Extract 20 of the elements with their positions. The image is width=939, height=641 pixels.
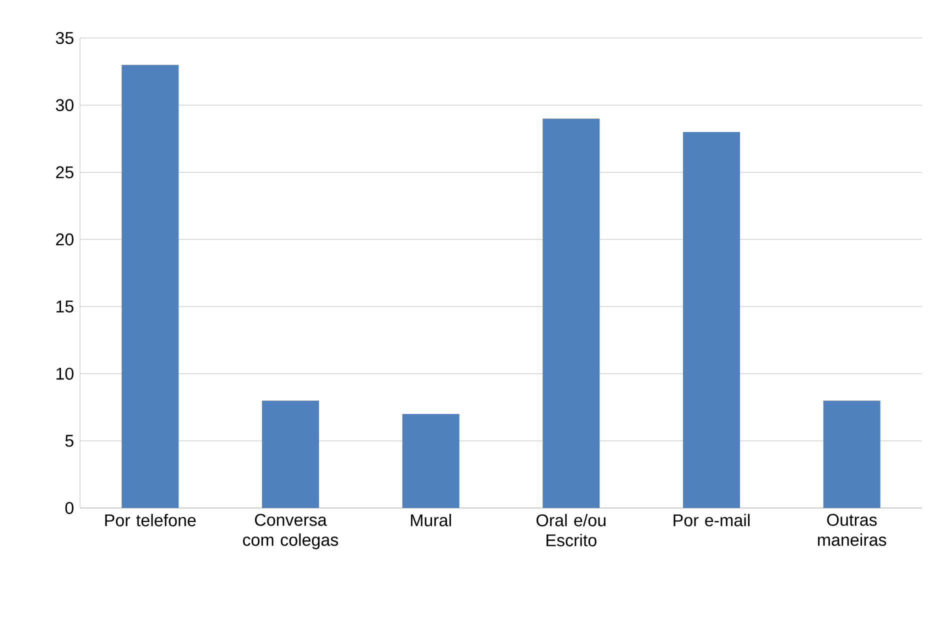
bar xyxy=(122,64,179,508)
y-tick-label: 10 xyxy=(56,368,74,380)
bar xyxy=(683,132,740,508)
y-tick-label: 15 xyxy=(56,300,74,313)
x-tick-label: Por telefone xyxy=(105,514,196,526)
y-tick-label: 35 xyxy=(56,32,74,44)
x-tick-label: Oral e/ou Escrito xyxy=(536,514,606,546)
x-tick-label: Conversa com colegas xyxy=(243,514,338,550)
y-tick-label: 20 xyxy=(56,233,74,246)
bar xyxy=(402,414,460,508)
bar xyxy=(823,400,880,508)
y-tick-label: 0 xyxy=(65,502,74,514)
bar xyxy=(542,118,600,508)
x-tick-label: Outras maneiras xyxy=(818,514,886,546)
y-tick-label: 5 xyxy=(65,434,74,447)
x-tick-label: Por e-mail xyxy=(674,514,750,526)
y-tick-label: 25 xyxy=(56,166,74,178)
x-tick-label: Mural xyxy=(410,514,451,526)
y-tick-label: 30 xyxy=(56,99,74,112)
bar xyxy=(262,400,319,508)
